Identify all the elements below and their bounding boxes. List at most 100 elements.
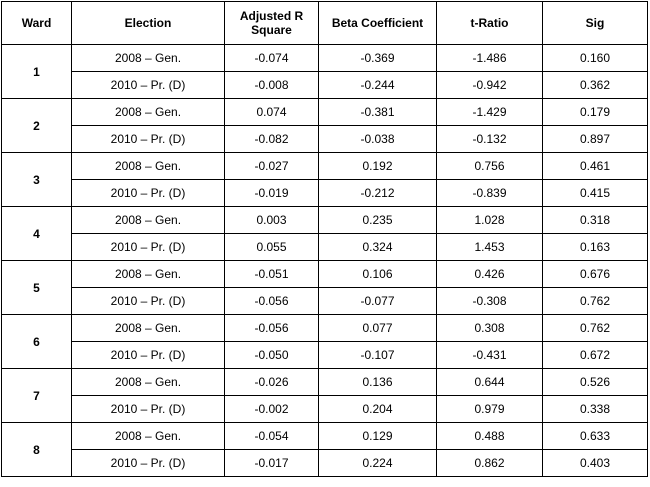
adjusted-r-square-cell: -0.051 (224, 260, 319, 288)
t-ratio-cell: 0.488 (436, 422, 543, 450)
table-row: 2010 – Pr. (D) -0.050 -0.107 -0.431 0.672 (2, 341, 648, 369)
header-sig: Sig (542, 1, 648, 45)
table-row: 3 2008 – Gen. -0.027 0.192 0.756 0.461 (1, 152, 648, 207)
t-ratio-cell: 1.028 (436, 206, 543, 234)
adjusted-r-square-cell: -0.002 (224, 395, 319, 423)
beta-coefficient-cell: 0.224 (318, 449, 437, 477)
t-ratio-cell: 0.426 (436, 260, 543, 288)
t-ratio-cell: -0.132 (436, 125, 543, 153)
table-row: 2010 – Pr. (D) -0.019 -0.212 -0.839 0.415 (2, 179, 648, 207)
header-beta-coefficient: Beta Coefficient (318, 1, 437, 45)
sig-cell: 0.362 (542, 71, 648, 99)
header-ward: Ward (1, 1, 72, 45)
sig-cell: 0.160 (542, 44, 648, 72)
t-ratio-cell: 0.756 (436, 152, 543, 180)
table-row: 2010 – Pr. (D) 0.055 0.324 1.453 0.163 (2, 233, 648, 261)
sig-cell: 0.897 (542, 125, 648, 153)
beta-coefficient-cell: 0.106 (318, 260, 437, 288)
t-ratio-cell: -1.486 (436, 44, 543, 72)
beta-coefficient-cell: -0.077 (318, 287, 437, 315)
adjusted-r-square-cell: 0.003 (224, 206, 319, 234)
beta-coefficient-cell: -0.369 (318, 44, 437, 72)
ward-cell: 2 (1, 98, 72, 153)
t-ratio-cell: 0.979 (436, 395, 543, 423)
adjusted-r-square-cell: -0.054 (224, 422, 319, 450)
adjusted-r-square-cell: -0.026 (224, 368, 319, 396)
adjusted-r-square-cell: -0.019 (224, 179, 319, 207)
sig-cell: 0.338 (542, 395, 648, 423)
table-row: 6 2008 – Gen. -0.056 0.077 0.308 0.762 (1, 314, 648, 369)
election-cell: 2010 – Pr. (D) (71, 449, 225, 477)
sig-cell: 0.179 (542, 98, 648, 126)
beta-coefficient-cell: 0.235 (318, 206, 437, 234)
election-cell: 2008 – Gen. (71, 422, 225, 450)
ward-cell: 7 (1, 368, 72, 423)
table-row: 5 2008 – Gen. -0.051 0.106 0.426 0.676 (1, 260, 648, 315)
adjusted-r-square-cell: -0.082 (224, 125, 319, 153)
header-adjusted-r-line2: Square (251, 23, 292, 37)
table-header: Ward Election Adjusted R Square Beta Coe… (1, 1, 648, 45)
adjusted-r-square-cell: -0.050 (224, 341, 319, 369)
sig-cell: 0.415 (542, 179, 648, 207)
t-ratio-cell: 0.308 (436, 314, 543, 342)
election-cell: 2008 – Gen. (71, 314, 225, 342)
beta-coefficient-cell: 0.204 (318, 395, 437, 423)
beta-coefficient-cell: 0.129 (318, 422, 437, 450)
sig-cell: 0.526 (542, 368, 648, 396)
table-row: 2010 – Pr. (D) -0.002 0.204 0.979 0.338 (2, 395, 648, 423)
adjusted-r-square-cell: -0.056 (224, 287, 319, 315)
adjusted-r-square-cell: -0.017 (224, 449, 319, 477)
beta-coefficient-cell: 0.192 (318, 152, 437, 180)
election-cell: 2008 – Gen. (71, 368, 225, 396)
ward-cell: 6 (1, 314, 72, 369)
election-cell: 2010 – Pr. (D) (71, 179, 225, 207)
t-ratio-cell: -0.431 (436, 341, 543, 369)
adjusted-r-square-cell: -0.056 (224, 314, 319, 342)
election-cell: 2010 – Pr. (D) (71, 287, 225, 315)
ward-cell: 8 (1, 422, 72, 477)
sig-cell: 0.672 (542, 341, 648, 369)
header-adjusted-r-square: Adjusted R Square (224, 1, 319, 45)
ward-cell: 3 (1, 152, 72, 207)
header-election: Election (71, 1, 225, 45)
election-cell: 2010 – Pr. (D) (71, 395, 225, 423)
table-body: 1 2008 – Gen. -0.074 -0.369 -1.486 0.160 2010 … (1, 44, 648, 477)
sig-cell: 0.163 (542, 233, 648, 261)
table-row: 2010 – Pr. (D) -0.008 -0.244 -0.942 0.362 (2, 71, 648, 99)
table-row: 2010 – Pr. (D) -0.082 -0.038 -0.132 0.897 (2, 125, 648, 153)
t-ratio-cell: 0.644 (436, 368, 543, 396)
table-row: 8 2008 – Gen. -0.054 0.129 0.488 0.633 (1, 422, 648, 477)
table-row: 2 2008 – Gen. 0.074 -0.381 -1.429 0.179 (1, 98, 648, 153)
beta-coefficient-cell: 0.077 (318, 314, 437, 342)
beta-coefficient-cell: -0.038 (318, 125, 437, 153)
t-ratio-cell: 1.453 (436, 233, 543, 261)
beta-coefficient-cell: -0.381 (318, 98, 437, 126)
election-cell: 2008 – Gen. (71, 206, 225, 234)
sig-cell: 0.318 (542, 206, 648, 234)
adjusted-r-square-cell: -0.074 (224, 44, 319, 72)
beta-coefficient-cell: 0.324 (318, 233, 437, 261)
election-cell: 2010 – Pr. (D) (71, 125, 225, 153)
t-ratio-cell: -0.942 (436, 71, 543, 99)
t-ratio-cell: -0.839 (436, 179, 543, 207)
ward-cell: 4 (1, 206, 72, 261)
beta-coefficient-cell: -0.212 (318, 179, 437, 207)
table-row: 4 2008 – Gen. 0.003 0.235 1.028 0.318 (1, 206, 648, 261)
header-adjusted-r-line1: Adjusted R (239, 9, 304, 23)
sig-cell: 0.762 (542, 287, 648, 315)
ward-cell: 1 (1, 44, 72, 99)
beta-coefficient-cell: 0.136 (318, 368, 437, 396)
t-ratio-cell: -0.308 (436, 287, 543, 315)
header-t-ratio: t-Ratio (436, 1, 543, 45)
election-cell: 2008 – Gen. (71, 44, 225, 72)
header-row: Ward Election Adjusted R Square Beta Coe… (1, 1, 648, 45)
t-ratio-cell: 0.862 (436, 449, 543, 477)
sig-cell: 0.762 (542, 314, 648, 342)
adjusted-r-square-cell: 0.074 (224, 98, 319, 126)
table-row: 7 2008 – Gen. -0.026 0.136 0.644 0.526 (1, 368, 648, 423)
election-cell: 2008 – Gen. (71, 260, 225, 288)
sig-cell: 0.676 (542, 260, 648, 288)
t-ratio-cell: -1.429 (436, 98, 543, 126)
adjusted-r-square-cell: -0.008 (224, 71, 319, 99)
ward-cell: 5 (1, 260, 72, 315)
